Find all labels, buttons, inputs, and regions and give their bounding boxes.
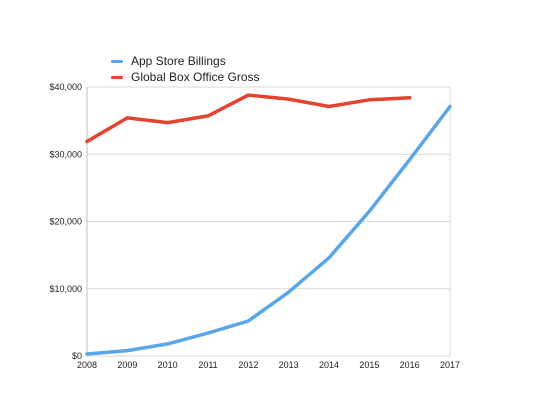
x-tick-label: 2012	[238, 360, 258, 370]
y-tick-label: $40,000	[49, 82, 82, 92]
legend-item-box-office: Global Box Office Gross	[111, 69, 260, 85]
series-line-1	[85, 93, 412, 144]
x-tick-label: 2013	[279, 360, 299, 370]
y-tick-label: $20,000	[49, 217, 82, 227]
gridlines	[87, 86, 451, 357]
legend-label-app-store: App Store Billings	[131, 54, 226, 68]
series-lines	[85, 93, 452, 356]
x-tick-label: 2017	[440, 360, 460, 370]
legend-item-app-store: App Store Billings	[111, 53, 260, 69]
x-tick-label: 2014	[319, 360, 339, 370]
x-tick-label: 2009	[117, 360, 137, 370]
axes: $0 $10,000 $20,000 $30,000 $40,000 2008 2009 20…	[49, 82, 460, 370]
x-tick-label: 2015	[359, 360, 379, 370]
x-tick-label: 2011	[198, 360, 217, 370]
x-tick-label: 2016	[400, 360, 420, 370]
legend-swatch-app-store	[111, 59, 123, 63]
series-line-0	[85, 104, 452, 356]
legend-label-box-office: Global Box Office Gross	[131, 70, 260, 84]
x-tick-label: 2008	[77, 360, 97, 370]
x-tick-label: 2010	[158, 360, 178, 370]
legend: App Store Billings Global Box Office Gro…	[111, 53, 260, 85]
y-tick-label: $30,000	[49, 149, 82, 159]
y-tick-label: $0	[72, 351, 82, 361]
legend-swatch-box-office	[111, 75, 123, 79]
y-tick-label: $10,000	[49, 284, 82, 294]
